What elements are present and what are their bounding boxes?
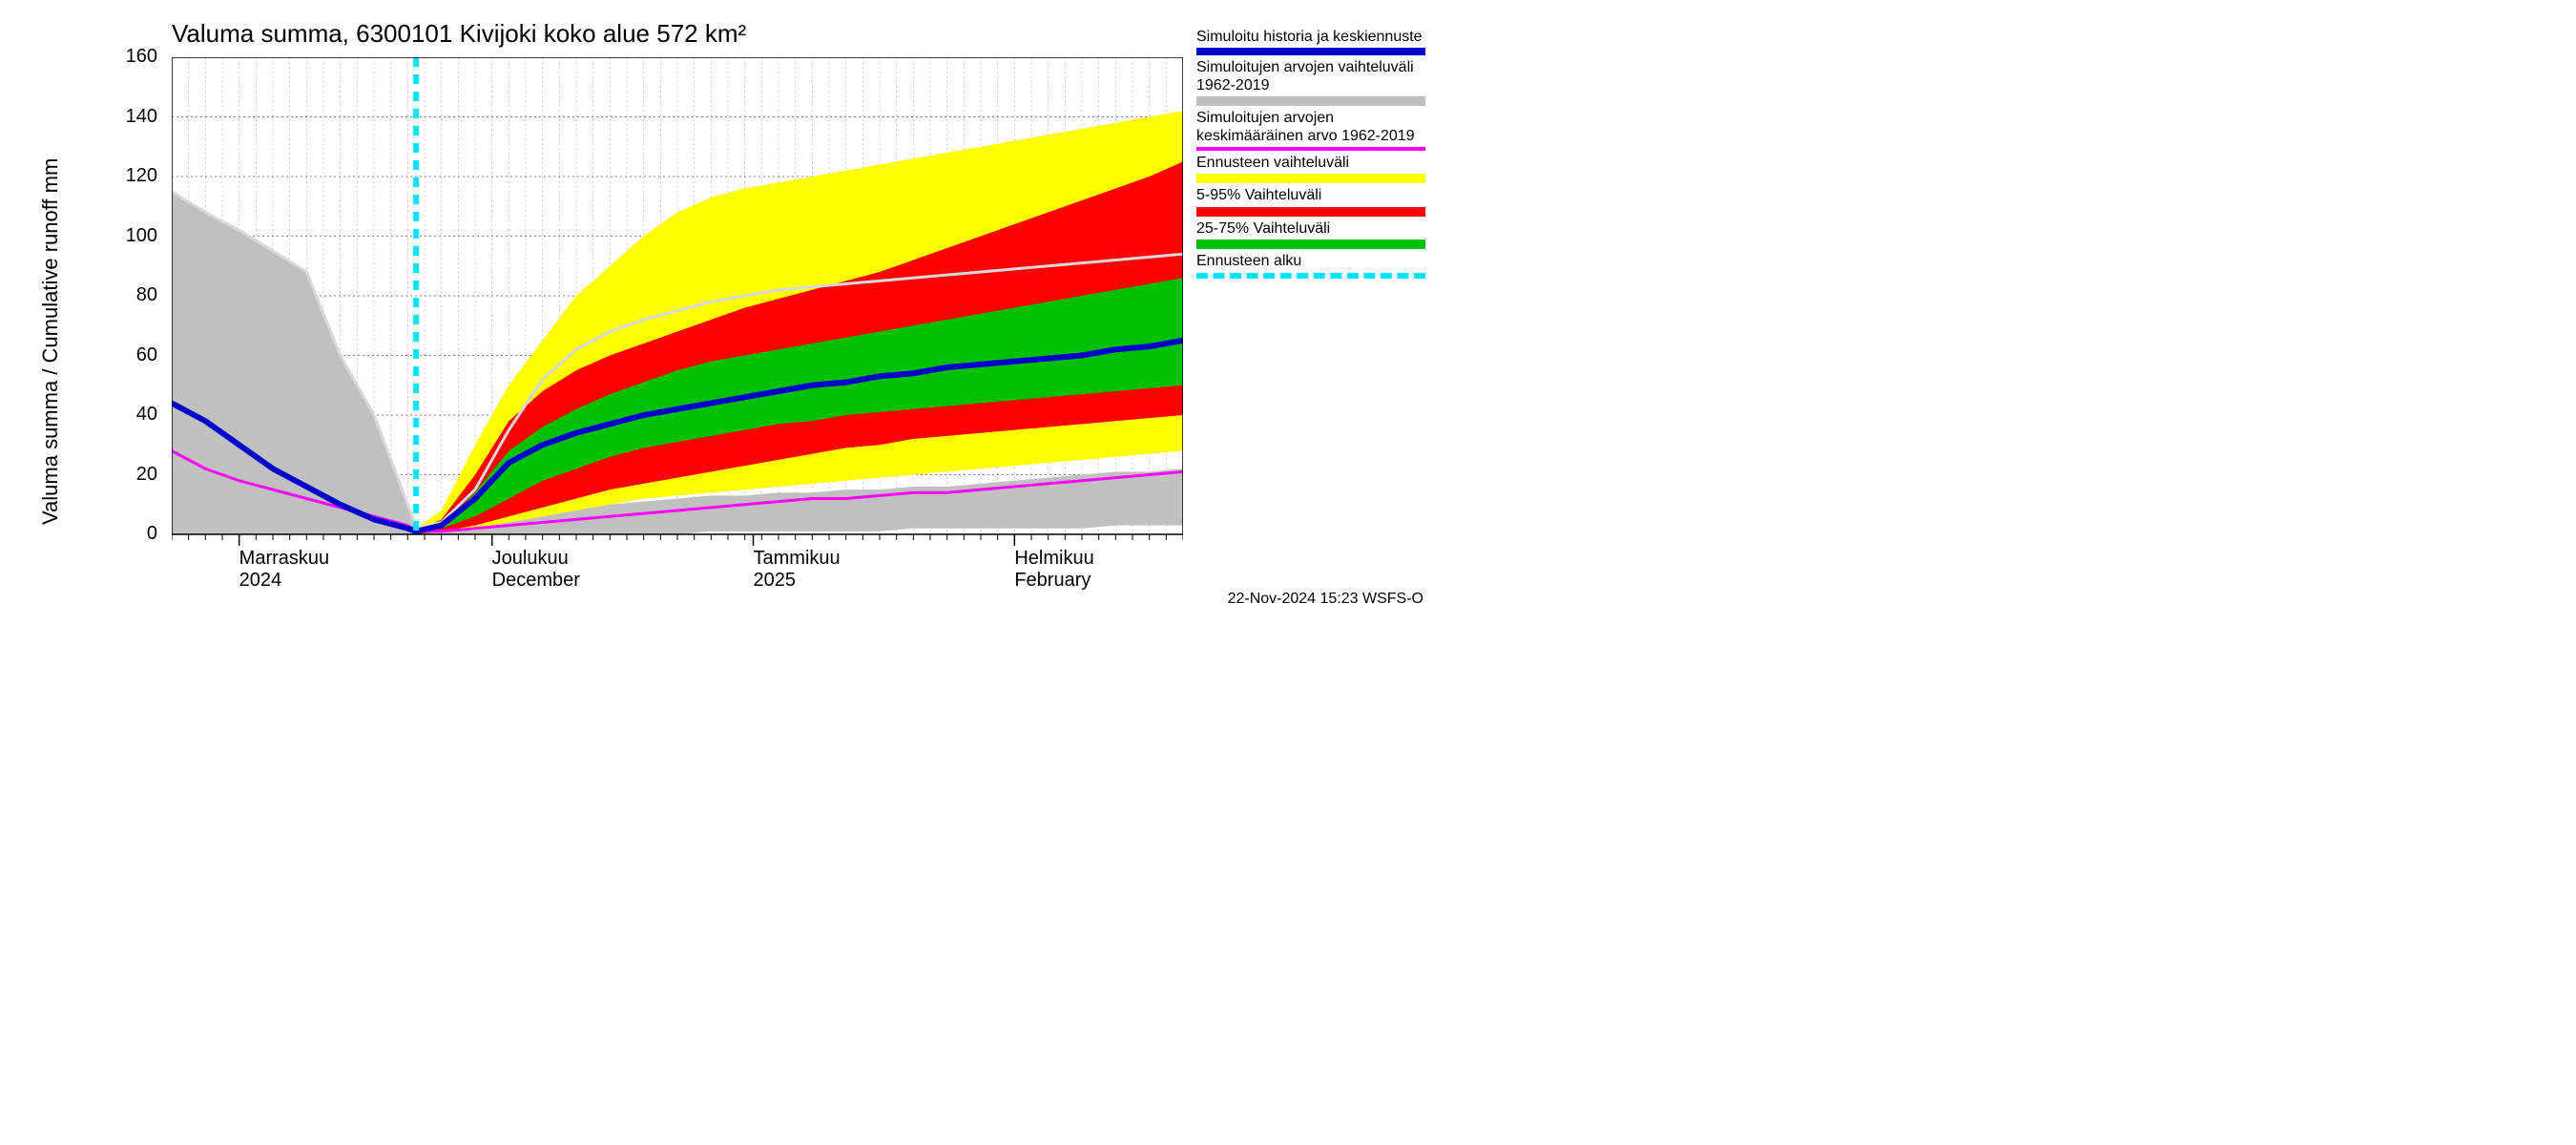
chart-stage: Valuma summa, 6300101 Kivijoki koko alue… [0,0,1431,636]
x-tick-label: JoulukuuDecember [492,548,580,592]
x-tick-label: Tammikuu2025 [754,548,841,592]
legend-entry: Ennusteen alku [1196,253,1425,278]
y-tick-label: 120 [105,165,157,187]
legend-label: Simuloitu historia ja keskiennuste [1196,29,1425,46]
y-tick-label: 100 [105,225,157,247]
plot-area [172,57,1183,553]
legend-swatch [1196,174,1425,183]
legend-swatch [1196,207,1425,217]
chart-title: Valuma summa, 6300101 Kivijoki koko alue… [172,19,746,49]
y-axis-label: Valuma summa / Cumulative runoff mm [38,158,63,525]
legend: Simuloitu historia ja keskiennuste Simulo… [1196,29,1425,282]
y-tick-label: 0 [105,523,157,545]
legend-entry: Simuloitujen arvojen keskimääräinen arvo… [1196,110,1425,151]
legend-swatch [1196,273,1425,279]
legend-entry: Ennusteen vaihteluväli [1196,155,1425,183]
legend-entry: Simuloitu historia ja keskiennuste [1196,29,1425,55]
x-tick-label: Marraskuu2024 [239,548,329,592]
legend-entry: 25-75% Vaihteluväli [1196,220,1425,249]
y-tick-label: 140 [105,106,157,128]
x-tick-label: HelmikuuFebruary [1014,548,1093,592]
y-tick-label: 60 [105,344,157,366]
legend-label: 25-75% Vaihteluväli [1196,220,1425,238]
y-tick-label: 40 [105,404,157,426]
legend-entry: 5-95% Vaihteluväli [1196,187,1425,216]
y-tick-label: 80 [105,284,157,306]
legend-swatch [1196,147,1425,151]
legend-label: 5-95% Vaihteluväli [1196,187,1425,204]
legend-label: Ennusteen vaihteluväli [1196,155,1425,172]
legend-swatch [1196,96,1425,106]
y-tick-label: 160 [105,46,157,68]
legend-swatch [1196,239,1425,249]
timestamp-footer: 22-Nov-2024 15:23 WSFS-O [1228,591,1423,608]
legend-swatch [1196,48,1425,55]
y-tick-label: 20 [105,464,157,486]
legend-label: Simuloitujen arvojen vaihteluväli 1962-2… [1196,59,1425,94]
legend-label: Simuloitujen arvojen keskimääräinen arvo… [1196,110,1425,145]
legend-label: Ennusteen alku [1196,253,1425,270]
legend-entry: Simuloitujen arvojen vaihteluväli 1962-2… [1196,59,1425,106]
